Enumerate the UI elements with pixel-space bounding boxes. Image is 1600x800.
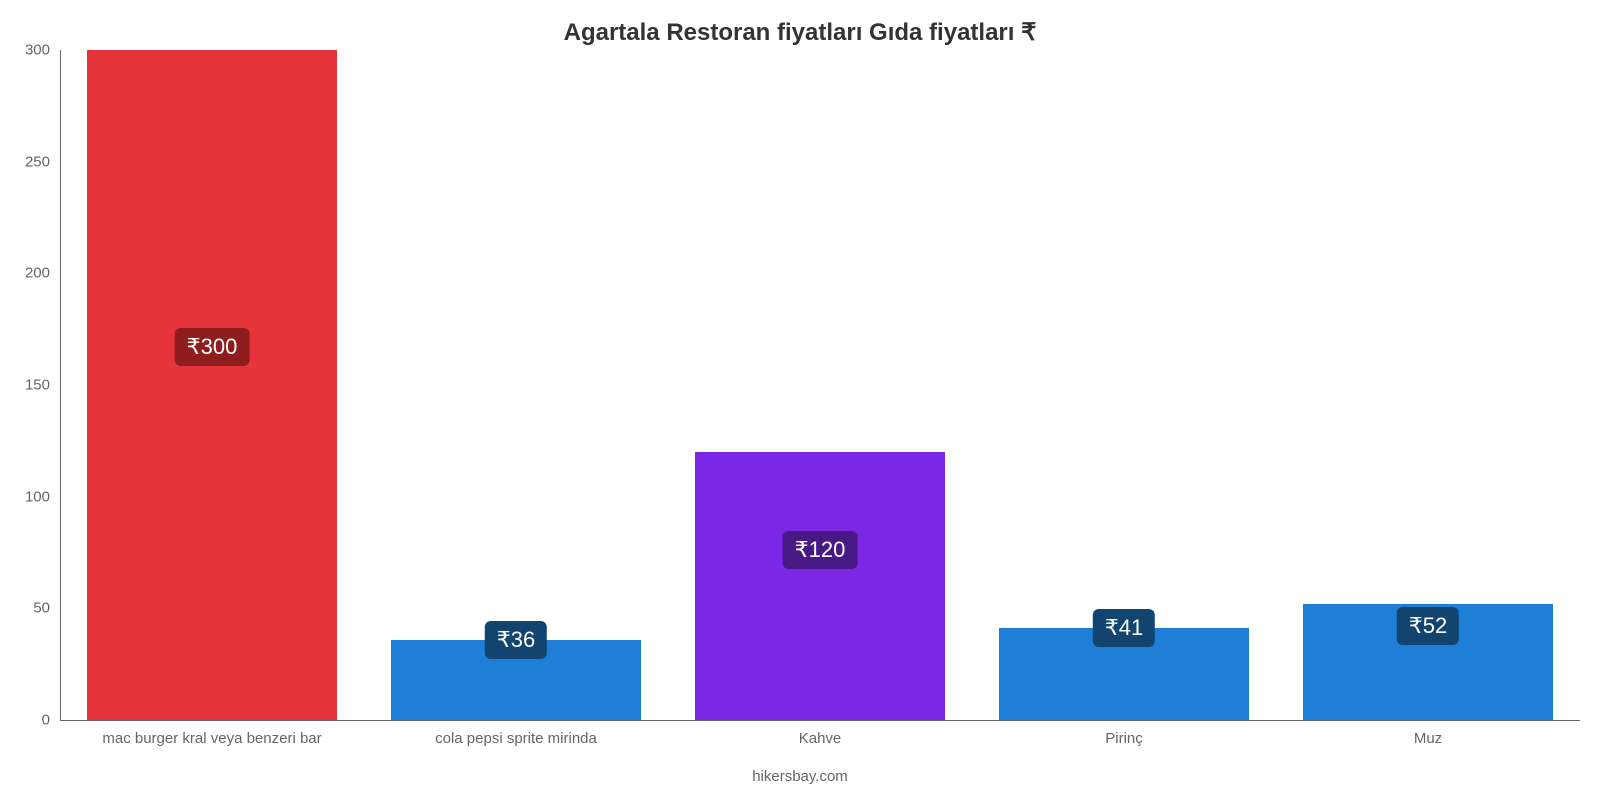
chart-container: Agartala Restoran fiyatları Gıda fiyatla…: [0, 0, 1600, 800]
y-tick-label: 300: [0, 42, 60, 59]
x-axis-line: [60, 720, 1580, 721]
x-category-label: Kahve: [799, 730, 842, 747]
y-tick-label: 100: [0, 488, 60, 505]
y-tick-label: 150: [0, 377, 60, 394]
y-tick-label: 250: [0, 153, 60, 170]
x-category-label: cola pepsi sprite mirinda: [435, 730, 597, 747]
bar-value-badge: ₹36: [485, 621, 547, 659]
bar-value-badge: ₹52: [1397, 607, 1459, 645]
y-tick-label: 50: [0, 600, 60, 617]
chart-title: Agartala Restoran fiyatları Gıda fiyatla…: [0, 18, 1600, 47]
bar-value-badge: ₹120: [783, 531, 858, 569]
plot-area: 050100150200250300₹300mac burger kral ve…: [60, 50, 1580, 720]
y-axis-line: [60, 50, 61, 720]
bar-value-badge: ₹300: [175, 328, 250, 366]
bar-value-badge: ₹41: [1093, 609, 1155, 647]
x-category-label: Pirinç: [1105, 730, 1143, 747]
y-tick-label: 200: [0, 265, 60, 282]
chart-caption: hikersbay.com: [0, 768, 1600, 785]
bar: [87, 50, 337, 720]
x-category-label: Muz: [1414, 730, 1442, 747]
y-tick-label: 0: [0, 712, 60, 729]
bar: [695, 452, 945, 720]
x-category-label: mac burger kral veya benzeri bar: [102, 730, 321, 747]
